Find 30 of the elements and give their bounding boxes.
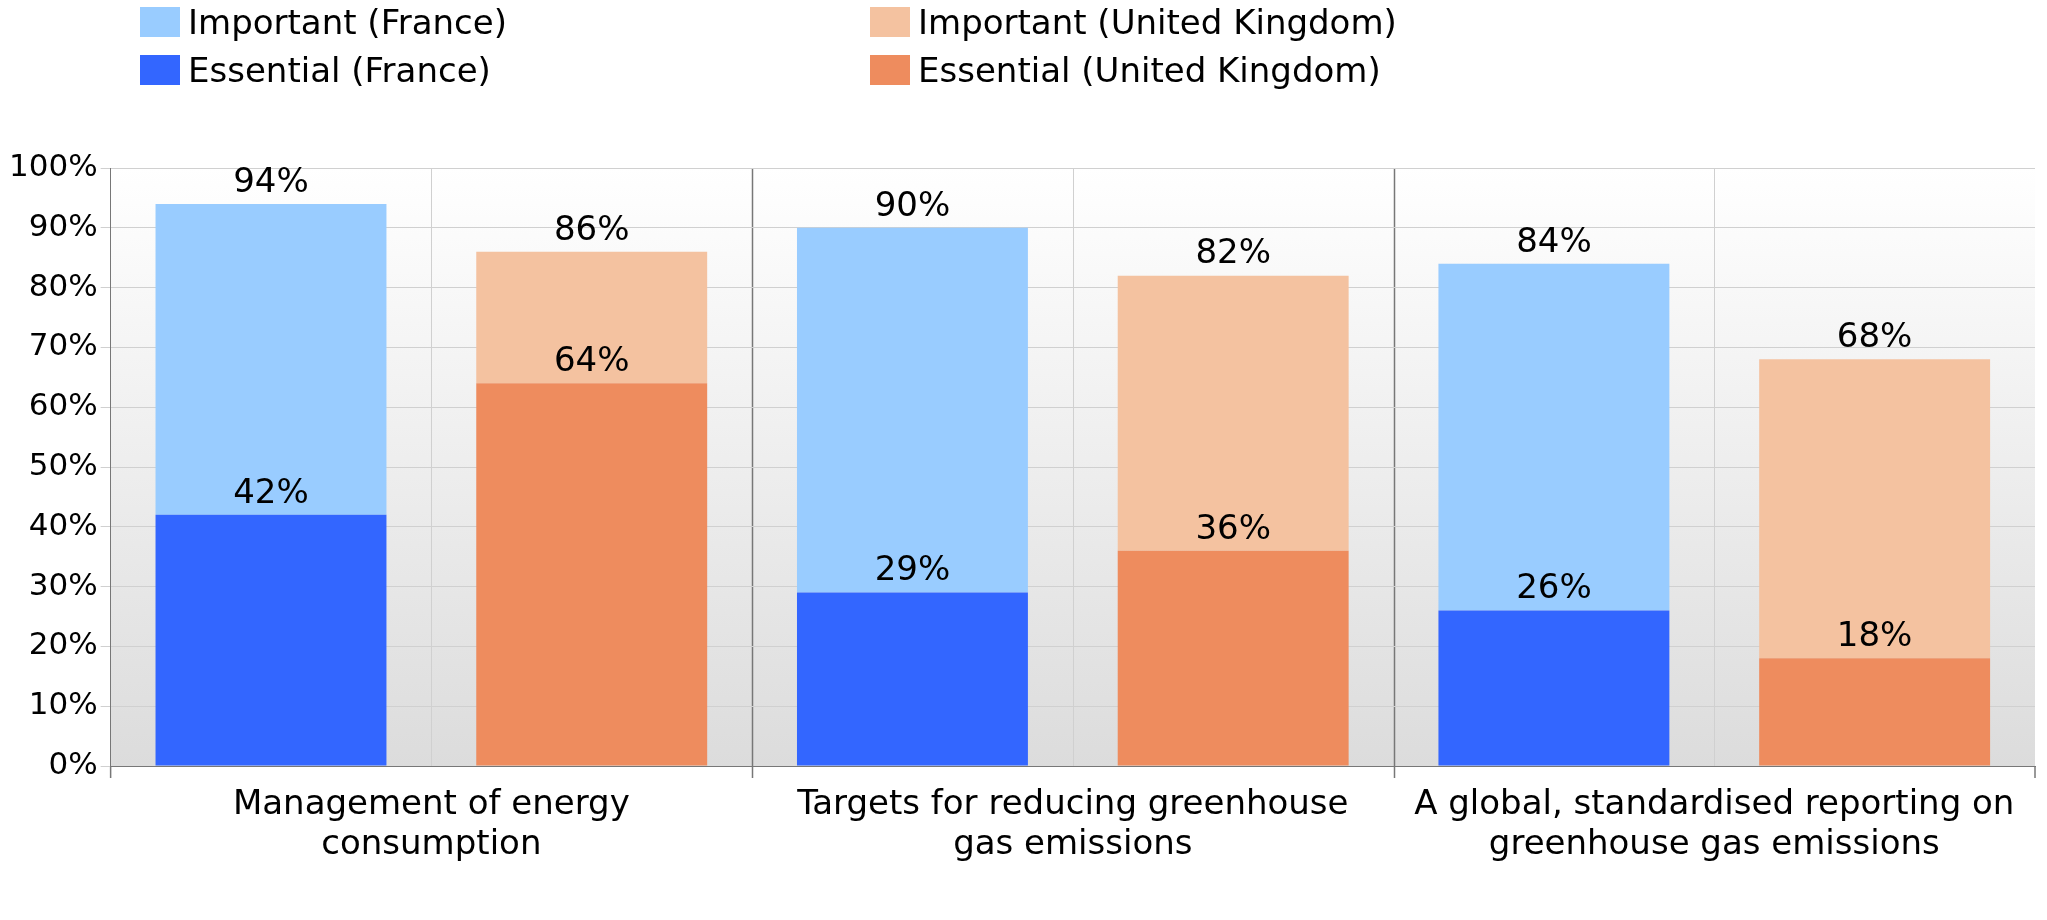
y-tick-label: 10% [28, 685, 98, 722]
y-tick-label: 100% [8, 147, 98, 184]
total-label: 82% [1195, 231, 1271, 272]
total-label: 84% [1516, 219, 1592, 260]
y-tick-label: 30% [28, 565, 98, 602]
x-tick-label: Management of energy consumption [232, 781, 630, 862]
y-tick-label: 60% [28, 386, 98, 423]
y-tick-label: 90% [28, 206, 98, 243]
legend-label: Essential (United Kingdom) [918, 50, 1381, 90]
y-tick-label: 40% [28, 505, 98, 542]
data-label: 29% [874, 548, 951, 589]
y-tick-label: 0% [48, 745, 98, 782]
legend-label: Important (United Kingdom) [918, 2, 1397, 42]
total-label: 90% [874, 183, 951, 224]
data-label: 42% [233, 470, 309, 511]
x-tick-label: Targets for reducing greenhouse gas emissions [796, 781, 1349, 862]
total-label: 94% [233, 159, 309, 200]
x-tick-label: A global, standardised reporting on greenhouse gas emissions [1414, 781, 2015, 862]
y-tick-label: 80% [28, 266, 98, 303]
total-label: 68% [1836, 315, 1913, 356]
y-tick-label: 50% [28, 446, 98, 483]
data-label: 26% [1516, 566, 1592, 607]
total-label: 86% [553, 207, 630, 248]
legend-label: Important (France) [188, 2, 507, 42]
data-label: 36% [1195, 506, 1271, 547]
data-label: 64% [553, 339, 630, 380]
y-tick-label: 70% [28, 326, 98, 363]
legend-label: Essential (France) [188, 50, 491, 90]
data-label: 18% [1836, 614, 1913, 655]
y-tick-label: 20% [28, 625, 98, 662]
